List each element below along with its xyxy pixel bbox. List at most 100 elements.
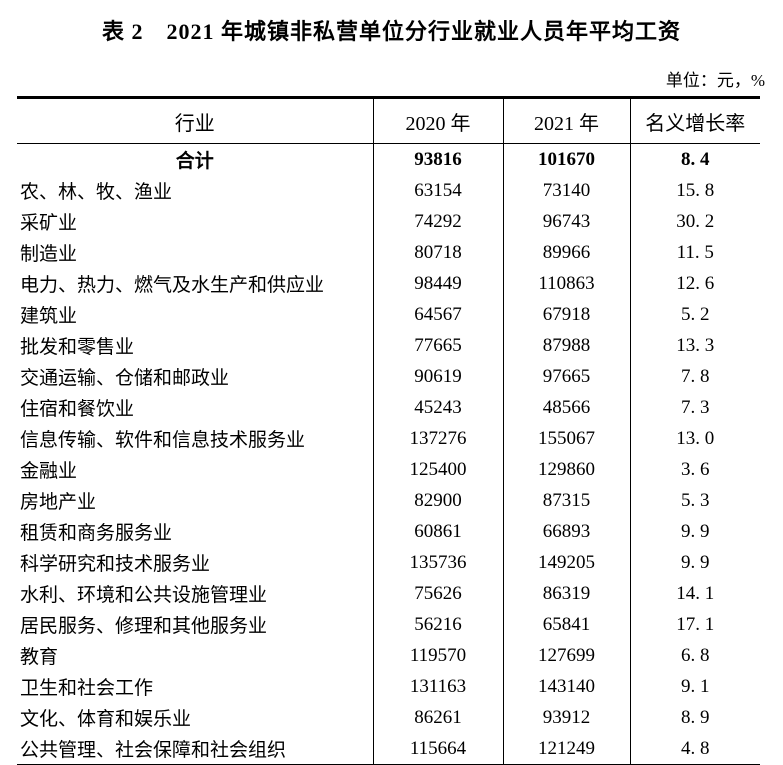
industry-cell: 教育 (20, 647, 59, 668)
industry-cell: 农、林、牧、渔业 (20, 182, 173, 203)
col-header-2021: 2021 年 (502, 97, 630, 144)
year2020-cell: 75626 (372, 578, 503, 609)
industry-cell: 住宿和餐饮业 (20, 399, 135, 420)
year2021-cell: 127699 (502, 640, 630, 671)
year2020-cell: 63154 (372, 175, 503, 206)
table-row: 水利、环境和公共设施管理业 75626 86319 14. 1 (17, 578, 760, 609)
year2020-cell: 86261 (372, 702, 503, 733)
year2021-cell: 110863 (502, 268, 630, 299)
industry-cell: 金融业 (20, 461, 78, 482)
table-row: 建筑业 64567 67918 5. 2 (17, 299, 760, 330)
year2021-cell: 155067 (502, 423, 630, 454)
year2021-cell: 67918 (502, 299, 630, 330)
growth-cell: 6. 8 (629, 640, 760, 671)
year2020-cell: 74292 (372, 206, 503, 237)
table-row: 住宿和餐饮业 45243 48566 7. 3 (17, 392, 760, 423)
table-row: 电力、热力、燃气及水生产和供应业 98449 110863 12. 6 (17, 268, 760, 299)
growth-cell: 5. 2 (629, 299, 760, 330)
col-header-growth: 名义增长率 (629, 97, 760, 144)
growth-cell: 13. 0 (629, 423, 760, 454)
year2020-cell: 137276 (372, 423, 503, 454)
year2020-cell: 64567 (372, 299, 503, 330)
year2021-cell: 87988 (502, 330, 630, 361)
year2020-cell: 45243 (372, 392, 503, 423)
growth-cell: 7. 3 (629, 392, 760, 423)
year2021-cell: 48566 (502, 392, 630, 423)
industry-cell: 采矿业 (20, 213, 78, 234)
table-row: 教育 119570 127699 6. 8 (17, 640, 760, 671)
growth-cell: 3. 6 (629, 454, 760, 485)
growth-cell: 8. 4 (629, 143, 760, 175)
industry-cell: 公共管理、社会保障和社会组织 (20, 740, 287, 761)
year2020-cell: 77665 (372, 330, 503, 361)
year2021-cell: 97665 (502, 361, 630, 392)
growth-cell: 9. 1 (629, 671, 760, 702)
growth-cell: 13. 3 (629, 330, 760, 361)
table-row: 合计 93816 101670 8. 4 (17, 143, 760, 175)
growth-cell: 12. 6 (629, 268, 760, 299)
year2021-cell: 66893 (502, 516, 630, 547)
growth-cell: 14. 1 (629, 578, 760, 609)
year2020-cell: 80718 (372, 237, 503, 268)
year2021-cell: 96743 (502, 206, 630, 237)
table-row: 制造业 80718 89966 11. 5 (17, 237, 760, 268)
industry-cell: 信息传输、软件和信息技术服务业 (20, 430, 306, 451)
industry-cell: 批发和零售业 (20, 337, 135, 358)
year2020-cell: 93816 (372, 143, 503, 175)
industry-cell: 合计 (175, 151, 214, 172)
year2021-cell: 89966 (502, 237, 630, 268)
table-row: 信息传输、软件和信息技术服务业 137276 155067 13. 0 (17, 423, 760, 454)
table-row: 房地产业 82900 87315 5. 3 (17, 485, 760, 516)
wage-table: 行业 2020 年 2021 年 名义增长率 合计 93816 101670 8… (17, 96, 760, 765)
industry-cell: 建筑业 (20, 306, 78, 327)
table-row: 科学研究和技术服务业 135736 149205 9. 9 (17, 547, 760, 578)
industry-cell: 电力、热力、燃气及水生产和供应业 (20, 275, 325, 296)
table-row: 金融业 125400 129860 3. 6 (17, 454, 760, 485)
year2020-cell: 135736 (372, 547, 503, 578)
table-header-row: 行业 2020 年 2021 年 名义增长率 (17, 97, 760, 144)
industry-cell: 居民服务、修理和其他服务业 (20, 616, 268, 637)
table-row: 居民服务、修理和其他服务业 56216 65841 17. 1 (17, 609, 760, 640)
year2021-cell: 87315 (502, 485, 630, 516)
year2021-cell: 93912 (502, 702, 630, 733)
year2020-cell: 60861 (372, 516, 503, 547)
industry-cell: 文化、体育和娱乐业 (20, 709, 192, 730)
year2021-cell: 73140 (502, 175, 630, 206)
year2020-cell: 119570 (372, 640, 503, 671)
industry-cell: 科学研究和技术服务业 (20, 554, 211, 575)
growth-cell: 11. 5 (629, 237, 760, 268)
year2021-cell: 149205 (502, 547, 630, 578)
growth-cell: 7. 8 (629, 361, 760, 392)
year2020-cell: 131163 (372, 671, 503, 702)
year2021-cell: 86319 (502, 578, 630, 609)
growth-cell: 30. 2 (629, 206, 760, 237)
growth-cell: 4. 8 (629, 733, 760, 765)
year2021-cell: 101670 (502, 143, 630, 175)
industry-cell: 水利、环境和公共设施管理业 (20, 585, 268, 606)
year2021-cell: 129860 (502, 454, 630, 485)
year2021-cell: 65841 (502, 609, 630, 640)
year2021-cell: 143140 (502, 671, 630, 702)
table-row: 文化、体育和娱乐业 86261 93912 8. 9 (17, 702, 760, 733)
year2020-cell: 90619 (372, 361, 503, 392)
table-row: 公共管理、社会保障和社会组织 115664 121249 4. 8 (17, 733, 760, 765)
industry-cell: 制造业 (20, 244, 78, 265)
growth-cell: 5. 3 (629, 485, 760, 516)
industry-cell: 房地产业 (20, 492, 97, 513)
year2020-cell: 56216 (372, 609, 503, 640)
growth-cell: 9. 9 (629, 516, 760, 547)
table-row: 农、林、牧、渔业 63154 73140 15. 8 (17, 175, 760, 206)
growth-cell: 8. 9 (629, 702, 760, 733)
industry-cell: 租赁和商务服务业 (20, 523, 173, 544)
col-header-2020: 2020 年 (372, 97, 503, 144)
table-row: 采矿业 74292 96743 30. 2 (17, 206, 760, 237)
growth-cell: 15. 8 (629, 175, 760, 206)
table-row: 批发和零售业 77665 87988 13. 3 (17, 330, 760, 361)
growth-cell: 17. 1 (629, 609, 760, 640)
growth-cell: 9. 9 (629, 547, 760, 578)
unit-label: 单位：元，% (665, 71, 765, 90)
table-row: 卫生和社会工作 131163 143140 9. 1 (17, 671, 760, 702)
year2020-cell: 115664 (372, 733, 503, 765)
year2020-cell: 125400 (372, 454, 503, 485)
